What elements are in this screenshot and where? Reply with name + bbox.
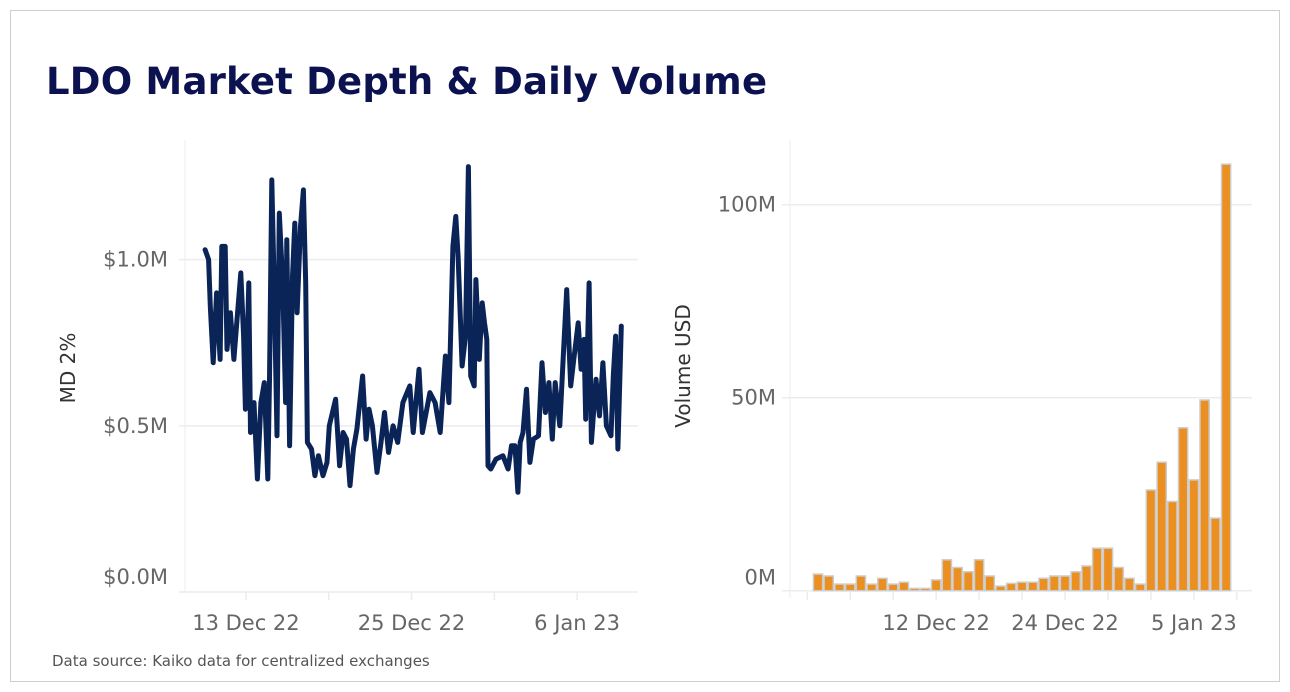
volume-bar: [877, 577, 888, 592]
volume-bar: [1102, 547, 1114, 592]
x-tick-label: 6 Jan 23: [534, 611, 620, 635]
volume-bar: [1113, 566, 1125, 592]
volume-bar: [1070, 571, 1082, 592]
volume-bar: [984, 575, 996, 592]
y-tick-label: 50M: [731, 386, 776, 410]
volume-bar: [1038, 577, 1049, 592]
y-tick-label: $1.0M: [103, 248, 168, 272]
x-tick-label: 12 Dec 22: [882, 611, 989, 635]
volume-bar: [995, 585, 1006, 592]
volume-bar: [812, 573, 824, 592]
volume-bar: [1016, 581, 1028, 592]
volume-bar: [1210, 517, 1221, 592]
volume-bar: [866, 583, 878, 592]
volume-bar: [855, 575, 867, 592]
volume-bar: [1167, 500, 1178, 592]
volume-bar: [1145, 489, 1157, 592]
volume-bar: [941, 559, 953, 592]
volume-bar: [973, 559, 985, 592]
x-tick-label: 5 Jan 23: [1151, 611, 1237, 635]
md-line-series: [202, 164, 624, 495]
volume-bar: [823, 575, 835, 592]
page-title: LDO Market Depth & Daily Volume: [46, 60, 768, 103]
volume-bar: [1156, 461, 1168, 592]
x-tick-label: 25 Dec 22: [358, 611, 465, 635]
volume-bar: [1081, 565, 1092, 592]
volume-bar: [1134, 583, 1146, 592]
x-tick-label: 24 Dec 22: [1011, 611, 1118, 635]
volume-bar: [1059, 575, 1071, 592]
y-axis-title: MD 2%: [56, 333, 80, 404]
y-tick-label: $0.0M: [103, 565, 168, 589]
volume-bar: [1048, 575, 1060, 592]
volume-bar: [1091, 547, 1103, 592]
volume-bar: [1027, 581, 1039, 592]
data-source-note: Data source: Kaiko data for centralized …: [52, 652, 430, 670]
volume-bar: [1177, 427, 1189, 592]
volume-bar: [1220, 163, 1232, 592]
volume-bar: [844, 583, 856, 592]
volume-bar: [887, 583, 899, 592]
volume-bar: [1005, 582, 1017, 592]
volume-bar: [952, 566, 963, 592]
y-tick-label: 100M: [718, 193, 776, 217]
y-axis-title: Volume USD: [671, 304, 695, 427]
volume-bar: [930, 579, 942, 592]
volume-bar: [1188, 479, 1200, 592]
volume-bar: [1124, 577, 1135, 592]
volume-bar: [898, 581, 910, 592]
y-tick-label: $0.5M: [103, 414, 168, 438]
x-tick-label: 13 Dec 22: [192, 611, 299, 635]
y-tick-label: 0M: [745, 566, 776, 590]
volume-bar: [920, 587, 931, 592]
volume-bar: [834, 583, 845, 592]
volume-bar: [909, 587, 920, 592]
volume-bar: [1199, 399, 1210, 592]
volume-bar: [962, 571, 974, 592]
